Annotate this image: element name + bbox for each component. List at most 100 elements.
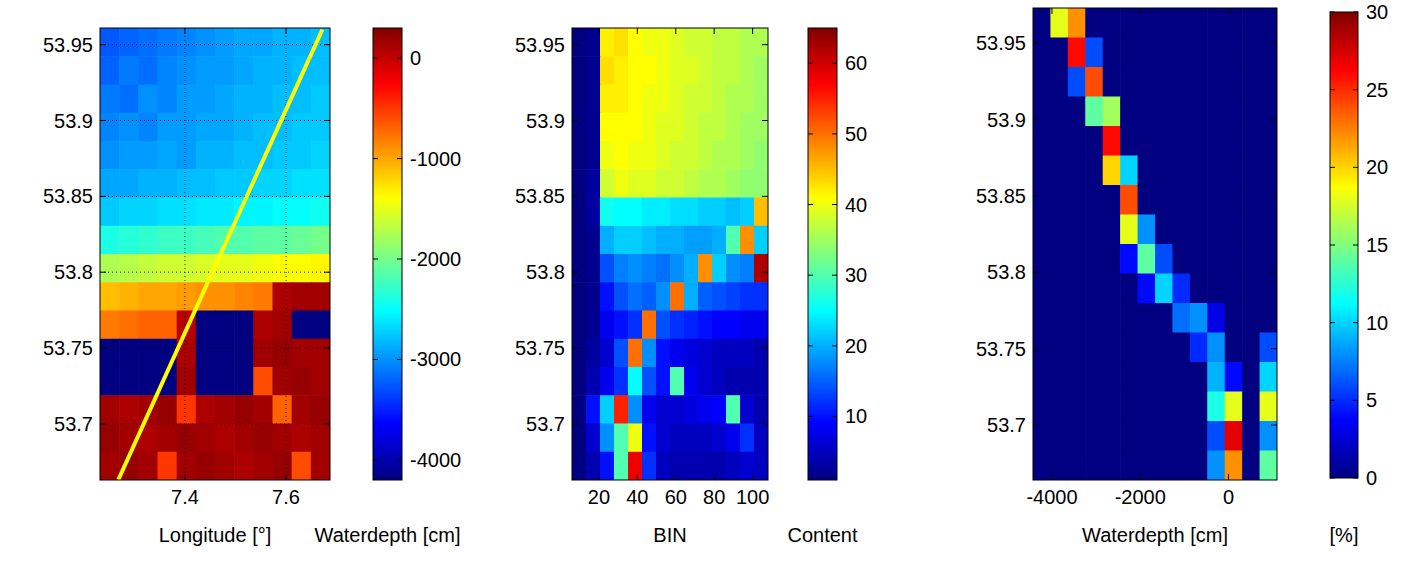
heat-cell <box>292 424 312 453</box>
heat-cell <box>628 198 643 227</box>
colorbar-tick <box>1330 478 1335 479</box>
heat-cell <box>273 226 293 255</box>
heat-cell <box>684 339 699 368</box>
heat-cell <box>1120 185 1138 215</box>
heat-cell <box>740 56 755 85</box>
heat-cell <box>642 424 657 453</box>
heat-cell <box>698 254 713 283</box>
heat-cell <box>670 424 685 453</box>
tick-mark <box>324 120 330 121</box>
heat-cell <box>215 169 235 198</box>
heat-cell <box>656 424 671 453</box>
heat-cell <box>311 85 330 114</box>
colorbar-tick <box>1330 12 1335 13</box>
heat-cell <box>572 311 587 340</box>
heat-cell <box>628 367 643 396</box>
heat-cell <box>614 85 629 114</box>
grid-line <box>100 196 330 197</box>
heat-cell <box>1120 8 1138 38</box>
x-tick-label: 60 <box>665 486 687 508</box>
heat-cell <box>754 282 768 311</box>
heat-cell <box>1155 451 1173 481</box>
tick-mark <box>100 44 106 45</box>
colorbar-tick <box>808 133 813 134</box>
heat-cell <box>1190 421 1208 451</box>
heat-cell <box>1103 156 1121 186</box>
heat-cell <box>1138 97 1156 127</box>
heat-cell <box>1172 38 1190 68</box>
heat-cell <box>1050 126 1068 156</box>
heat-cell <box>726 141 741 170</box>
heat-cell <box>600 226 615 255</box>
colorbar-tick <box>832 204 837 205</box>
heat-cell <box>698 367 713 396</box>
heat-cell <box>100 56 120 85</box>
heat-cell <box>1068 8 1086 38</box>
heat-cell <box>684 85 699 114</box>
heat-cell <box>100 282 120 311</box>
heat-cell <box>1103 8 1121 38</box>
heat-cell <box>138 452 158 480</box>
heat-cell <box>311 169 330 198</box>
heat-cell <box>215 424 235 453</box>
heat-cell <box>586 424 601 453</box>
tick-mark <box>1033 348 1039 349</box>
heat-cell <box>138 254 158 283</box>
heat-cell <box>158 169 178 198</box>
heat-cell <box>1260 185 1277 215</box>
heat-cell <box>1050 362 1068 392</box>
heat-cell <box>196 198 216 227</box>
heat-cell <box>1120 274 1138 304</box>
y-tick-label: 53.9 <box>526 110 565 132</box>
heat-cell <box>670 56 685 85</box>
heat-cell <box>1155 362 1173 392</box>
heat-cell <box>138 367 158 396</box>
heat-cell <box>1155 156 1173 186</box>
heat-cell <box>158 395 178 424</box>
heat-cell <box>1155 67 1173 97</box>
heat-cell <box>100 339 120 368</box>
heat-cell <box>234 141 254 170</box>
tick-mark <box>598 474 599 480</box>
heat-cell <box>1085 67 1103 97</box>
heat-cell <box>1190 215 1208 245</box>
tick-mark <box>1033 272 1039 273</box>
heat-cell <box>119 113 139 142</box>
heat-cell <box>196 169 216 198</box>
heat-cell <box>600 169 615 198</box>
heat-cell <box>196 113 216 142</box>
heat-cell <box>1242 126 1260 156</box>
heat-cell <box>1260 333 1277 363</box>
heat-cell <box>234 424 254 453</box>
heat-cell <box>614 169 629 198</box>
heat-cell <box>628 85 643 114</box>
colorbar-tick <box>1330 400 1335 401</box>
heat-cell <box>234 56 254 85</box>
heat-cell <box>1103 421 1121 451</box>
heat-cell <box>1190 303 1208 333</box>
heat-cell <box>1190 8 1208 38</box>
heat-cell <box>1138 8 1156 38</box>
heat-cell <box>100 198 120 227</box>
x-tick-label: 7.4 <box>171 486 199 508</box>
plot-area <box>100 28 330 480</box>
heat-cell <box>600 113 615 142</box>
heat-cell <box>292 311 312 340</box>
heat-cell <box>726 367 741 396</box>
heat-cell <box>712 85 727 114</box>
heat-cell <box>1172 244 1190 274</box>
heat-cell <box>1085 244 1103 274</box>
colorbar <box>373 28 402 480</box>
heat-cell <box>292 395 312 424</box>
heat-cell <box>1120 421 1138 451</box>
y-tick-label: 53.95 <box>515 34 565 56</box>
heat-cell <box>1120 97 1138 127</box>
x-axis-title: Longitude [°] <box>159 524 272 546</box>
heat-cell <box>712 141 727 170</box>
heat-cell <box>670 28 685 57</box>
heat-cell <box>273 452 293 480</box>
heat-cell <box>1033 8 1051 38</box>
heat-cell <box>119 226 139 255</box>
heat-cell <box>600 452 615 480</box>
heat-cell <box>642 367 657 396</box>
